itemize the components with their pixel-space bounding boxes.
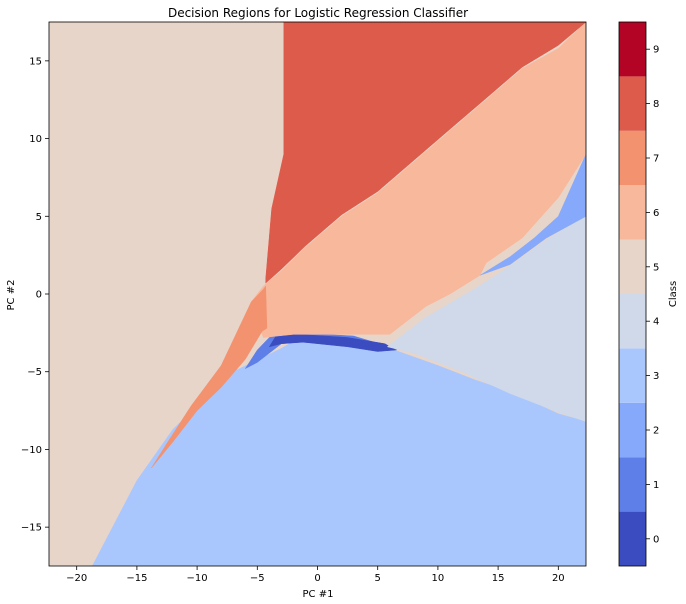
y-axis: −15 −10 −5 0 5 10 15 — [21, 56, 49, 534]
colorbar-band-2 — [619, 402, 646, 458]
colorbar-frame — [618, 21, 647, 567]
colorbar-band-4 — [619, 294, 646, 349]
y-tick-label: −10 — [21, 445, 42, 456]
colorbar-tick-label: 2 — [653, 426, 659, 437]
colorbar-tick-label: 3 — [653, 371, 659, 382]
y-axis-label: PC #2 — [6, 280, 17, 311]
region-class-8 — [265, 22, 586, 284]
x-tick-label: 10 — [432, 573, 445, 584]
colorbar-band-3 — [619, 348, 646, 403]
y-tick-label: 0 — [36, 290, 42, 301]
colorbar-tick-label: 1 — [653, 480, 659, 491]
colorbar-label: Class — [668, 281, 679, 307]
x-tick-label: 15 — [492, 573, 505, 584]
colorbar-tick-label: 0 — [653, 534, 659, 545]
y-tick-label: 15 — [29, 56, 42, 67]
x-tick-label: −20 — [66, 573, 87, 584]
colorbar-tick-label: 6 — [653, 208, 659, 219]
decision-regions — [49, 22, 586, 566]
x-tick-label: −5 — [250, 573, 265, 584]
x-tick-label: 5 — [375, 573, 381, 584]
y-tick-label: 10 — [29, 134, 42, 145]
colorbar-tick-label: 4 — [653, 317, 659, 328]
chart-title: Decision Regions for Logistic Regression… — [168, 6, 468, 20]
plot-area — [48, 21, 587, 567]
x-tick-label: 20 — [552, 573, 565, 584]
colorbar-tick-label: 8 — [653, 99, 659, 110]
x-tick-label: −10 — [187, 573, 208, 584]
y-tick-label: 5 — [36, 212, 42, 223]
y-tick-label: −15 — [21, 523, 42, 534]
colorbar-band-7 — [619, 130, 646, 186]
region-class-2 — [479, 153, 586, 276]
colorbar-band-0 — [619, 511, 646, 566]
colorbar-tick-label: 9 — [653, 45, 659, 56]
y-tick-label: −5 — [27, 367, 42, 378]
colorbar: 0 1 2 3 4 5 6 7 8 9 — [618, 21, 659, 567]
x-tick-label: 0 — [314, 573, 320, 584]
colorbar-band-1 — [619, 457, 646, 512]
colorbar-band-9 — [619, 22, 646, 77]
region-class-6 — [251, 22, 586, 338]
colorbar-band-8 — [619, 76, 646, 131]
x-axis-label: PC #1 — [303, 589, 334, 600]
region-class-7 — [151, 285, 268, 469]
x-axis: −20 −15 −10 −5 0 5 10 15 20 — [66, 566, 565, 584]
colorbar-tick-label: 7 — [653, 154, 659, 165]
region-class-4 — [386, 216, 586, 422]
x-tick-label: −15 — [126, 573, 147, 584]
colorbar-tick-label: 5 — [653, 262, 659, 273]
colorbar-band-5 — [619, 239, 646, 294]
colorbar-band-6 — [619, 185, 646, 240]
